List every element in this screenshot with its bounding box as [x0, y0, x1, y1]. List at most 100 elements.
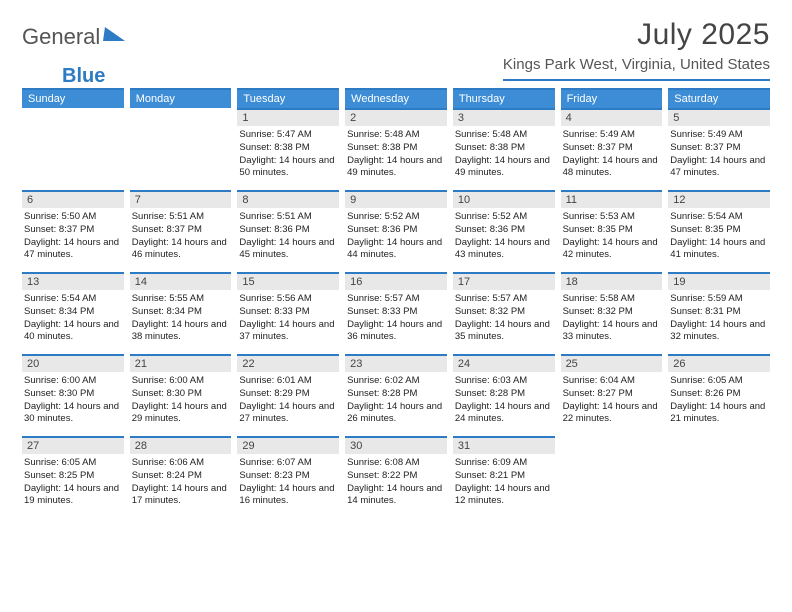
- day-cell: 26Sunrise: 6:05 AMSunset: 8:26 PMDayligh…: [668, 354, 770, 436]
- sunset-line: Sunset: 8:30 PM: [24, 388, 122, 401]
- day-cell: 30Sunrise: 6:08 AMSunset: 8:22 PMDayligh…: [345, 436, 447, 518]
- day-number: 25: [561, 354, 663, 372]
- day-number: 19: [668, 272, 770, 290]
- sunrise-line: Sunrise: 5:51 AM: [132, 211, 230, 224]
- weekday-header: Friday: [561, 88, 663, 108]
- day-cell: 5Sunrise: 5:49 AMSunset: 8:37 PMDaylight…: [668, 108, 770, 190]
- sunset-line: Sunset: 8:28 PM: [347, 388, 445, 401]
- daylight-line: Daylight: 14 hours and 22 minutes.: [563, 401, 661, 427]
- day-number: 9: [345, 190, 447, 208]
- day-cell: 31Sunrise: 6:09 AMSunset: 8:21 PMDayligh…: [453, 436, 555, 518]
- sunset-line: Sunset: 8:29 PM: [239, 388, 337, 401]
- day-body: Sunrise: 5:50 AMSunset: 8:37 PMDaylight:…: [22, 208, 124, 268]
- sunrise-line: Sunrise: 6:00 AM: [132, 375, 230, 388]
- day-number: 22: [237, 354, 339, 372]
- day-cell: 9Sunrise: 5:52 AMSunset: 8:36 PMDaylight…: [345, 190, 447, 272]
- logo-mark-icon: [103, 27, 127, 41]
- daylight-line: Daylight: 14 hours and 47 minutes.: [670, 155, 768, 181]
- day-cell: 10Sunrise: 5:52 AMSunset: 8:36 PMDayligh…: [453, 190, 555, 272]
- day-body: Sunrise: 6:04 AMSunset: 8:27 PMDaylight:…: [561, 372, 663, 432]
- calendar-grid: SundayMondayTuesdayWednesdayThursdayFrid…: [22, 88, 770, 518]
- day-number: 20: [22, 354, 124, 372]
- sunset-line: Sunset: 8:22 PM: [347, 470, 445, 483]
- day-number: 5: [668, 108, 770, 126]
- daylight-line: Daylight: 14 hours and 26 minutes.: [347, 401, 445, 427]
- sunset-line: Sunset: 8:30 PM: [132, 388, 230, 401]
- sunrise-line: Sunrise: 6:02 AM: [347, 375, 445, 388]
- day-body: Sunrise: 6:00 AMSunset: 8:30 PMDaylight:…: [22, 372, 124, 432]
- sunrise-line: Sunrise: 6:05 AM: [24, 457, 122, 470]
- daylight-line: Daylight: 14 hours and 32 minutes.: [670, 319, 768, 345]
- day-cell: 13Sunrise: 5:54 AMSunset: 8:34 PMDayligh…: [22, 272, 124, 354]
- day-body: Sunrise: 5:57 AMSunset: 8:32 PMDaylight:…: [453, 290, 555, 350]
- day-body: Sunrise: 6:07 AMSunset: 8:23 PMDaylight:…: [237, 454, 339, 514]
- sunset-line: Sunset: 8:36 PM: [347, 224, 445, 237]
- day-body: Sunrise: 6:00 AMSunset: 8:30 PMDaylight:…: [130, 372, 232, 432]
- daylight-line: Daylight: 14 hours and 29 minutes.: [132, 401, 230, 427]
- daylight-line: Daylight: 14 hours and 17 minutes.: [132, 483, 230, 509]
- day-cell: 28Sunrise: 6:06 AMSunset: 8:24 PMDayligh…: [130, 436, 232, 518]
- day-cell: 14Sunrise: 5:55 AMSunset: 8:34 PMDayligh…: [130, 272, 232, 354]
- daylight-line: Daylight: 14 hours and 49 minutes.: [347, 155, 445, 181]
- day-body: Sunrise: 6:01 AMSunset: 8:29 PMDaylight:…: [237, 372, 339, 432]
- day-number: 12: [668, 190, 770, 208]
- daylight-line: Daylight: 14 hours and 35 minutes.: [455, 319, 553, 345]
- day-cell: 16Sunrise: 5:57 AMSunset: 8:33 PMDayligh…: [345, 272, 447, 354]
- sunset-line: Sunset: 8:34 PM: [132, 306, 230, 319]
- sunset-line: Sunset: 8:37 PM: [24, 224, 122, 237]
- day-number: 17: [453, 272, 555, 290]
- day-cell: 24Sunrise: 6:03 AMSunset: 8:28 PMDayligh…: [453, 354, 555, 436]
- sunrise-line: Sunrise: 5:59 AM: [670, 293, 768, 306]
- day-cell: 18Sunrise: 5:58 AMSunset: 8:32 PMDayligh…: [561, 272, 663, 354]
- sunrise-line: Sunrise: 5:54 AM: [670, 211, 768, 224]
- day-body: Sunrise: 5:54 AMSunset: 8:35 PMDaylight:…: [668, 208, 770, 268]
- sunrise-line: Sunrise: 5:57 AM: [455, 293, 553, 306]
- daylight-line: Daylight: 14 hours and 47 minutes.: [24, 237, 122, 263]
- day-number: 8: [237, 190, 339, 208]
- empty-cell: [130, 108, 232, 190]
- day-body: Sunrise: 6:02 AMSunset: 8:28 PMDaylight:…: [345, 372, 447, 432]
- sunrise-line: Sunrise: 6:01 AM: [239, 375, 337, 388]
- sunset-line: Sunset: 8:31 PM: [670, 306, 768, 319]
- sunset-line: Sunset: 8:34 PM: [24, 306, 122, 319]
- day-number: 23: [345, 354, 447, 372]
- weekday-header: Monday: [130, 88, 232, 108]
- sunrise-line: Sunrise: 6:09 AM: [455, 457, 553, 470]
- day-number: 11: [561, 190, 663, 208]
- sunrise-line: Sunrise: 5:48 AM: [455, 129, 553, 142]
- day-body: Sunrise: 5:54 AMSunset: 8:34 PMDaylight:…: [22, 290, 124, 350]
- sunset-line: Sunset: 8:28 PM: [455, 388, 553, 401]
- sunrise-line: Sunrise: 5:53 AM: [563, 211, 661, 224]
- day-cell: 25Sunrise: 6:04 AMSunset: 8:27 PMDayligh…: [561, 354, 663, 436]
- daylight-line: Daylight: 14 hours and 48 minutes.: [563, 155, 661, 181]
- logo-text-blue: Blue: [62, 65, 105, 88]
- day-body: Sunrise: 5:57 AMSunset: 8:33 PMDaylight:…: [345, 290, 447, 350]
- sunset-line: Sunset: 8:38 PM: [239, 142, 337, 155]
- sunrise-line: Sunrise: 5:51 AM: [239, 211, 337, 224]
- day-number: 4: [561, 108, 663, 126]
- day-cell: 11Sunrise: 5:53 AMSunset: 8:35 PMDayligh…: [561, 190, 663, 272]
- day-body: Sunrise: 5:59 AMSunset: 8:31 PMDaylight:…: [668, 290, 770, 350]
- daylight-line: Daylight: 14 hours and 38 minutes.: [132, 319, 230, 345]
- day-body: Sunrise: 6:08 AMSunset: 8:22 PMDaylight:…: [345, 454, 447, 514]
- location-subtitle: Kings Park West, Virginia, United States: [503, 56, 770, 81]
- logo-text-general: General: [22, 24, 100, 50]
- sunrise-line: Sunrise: 5:58 AM: [563, 293, 661, 306]
- day-cell: 1Sunrise: 5:47 AMSunset: 8:38 PMDaylight…: [237, 108, 339, 190]
- sunrise-line: Sunrise: 6:03 AM: [455, 375, 553, 388]
- day-cell: 12Sunrise: 5:54 AMSunset: 8:35 PMDayligh…: [668, 190, 770, 272]
- sunset-line: Sunset: 8:38 PM: [347, 142, 445, 155]
- daylight-line: Daylight: 14 hours and 45 minutes.: [239, 237, 337, 263]
- empty-cell: [22, 108, 124, 190]
- daylight-line: Daylight: 14 hours and 37 minutes.: [239, 319, 337, 345]
- day-cell: 21Sunrise: 6:00 AMSunset: 8:30 PMDayligh…: [130, 354, 232, 436]
- day-number: 21: [130, 354, 232, 372]
- sunset-line: Sunset: 8:36 PM: [455, 224, 553, 237]
- daylight-line: Daylight: 14 hours and 14 minutes.: [347, 483, 445, 509]
- day-cell: 27Sunrise: 6:05 AMSunset: 8:25 PMDayligh…: [22, 436, 124, 518]
- daylight-line: Daylight: 14 hours and 16 minutes.: [239, 483, 337, 509]
- day-body: Sunrise: 5:49 AMSunset: 8:37 PMDaylight:…: [668, 126, 770, 186]
- sunset-line: Sunset: 8:25 PM: [24, 470, 122, 483]
- daylight-line: Daylight: 14 hours and 36 minutes.: [347, 319, 445, 345]
- day-body: Sunrise: 5:52 AMSunset: 8:36 PMDaylight:…: [453, 208, 555, 268]
